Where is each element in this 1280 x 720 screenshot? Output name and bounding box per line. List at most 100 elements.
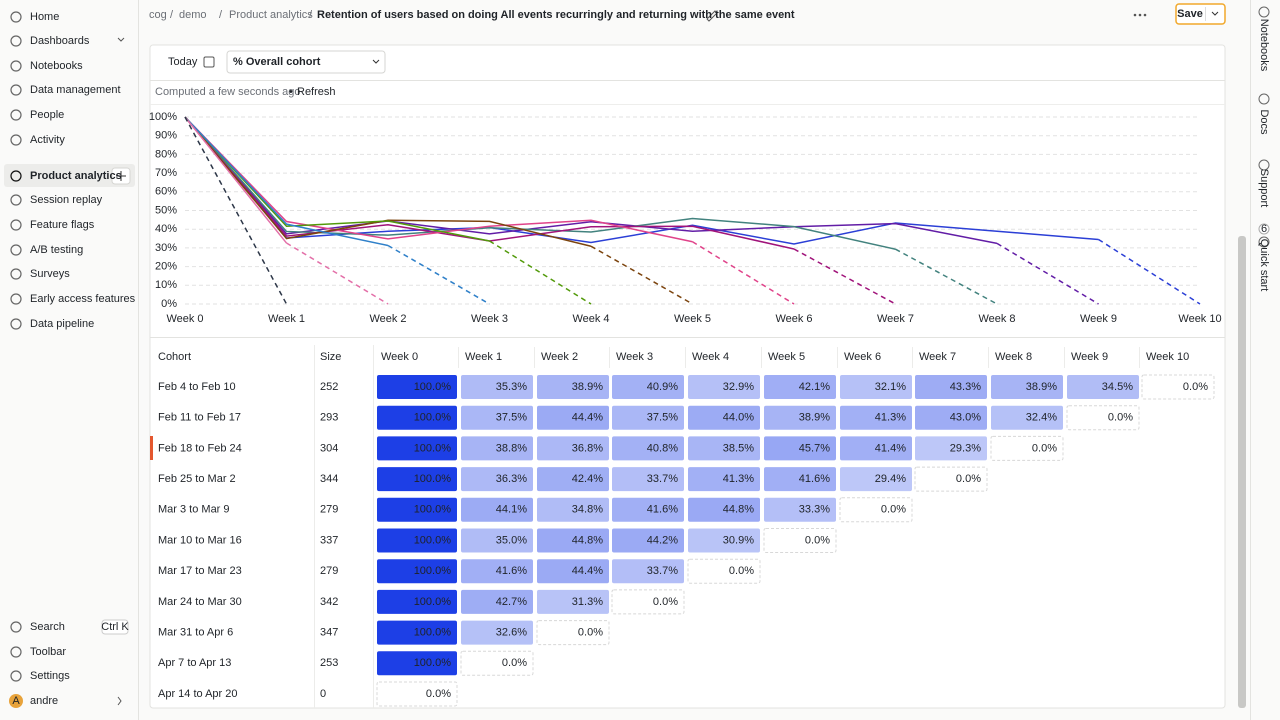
nav-item[interactable]: A/B testing <box>30 244 83 256</box>
rail-item[interactable]: Docs <box>1258 109 1270 135</box>
series-line <box>184 116 693 243</box>
rail-badge-bg <box>1258 223 1270 235</box>
series-line-projected <box>387 244 490 305</box>
save-button[interactable] <box>1175 3 1226 25</box>
series-line-projected <box>996 242 1099 305</box>
nav-item[interactable]: Dashboards <box>30 35 90 47</box>
series-line-projected <box>590 245 693 305</box>
refresh-link[interactable]: Refresh <box>297 86 336 98</box>
nav-icon <box>10 194 22 206</box>
retention-cell <box>377 559 457 584</box>
user-name[interactable]: andre <box>30 695 58 707</box>
retention-value: 0.0% <box>1183 381 1208 393</box>
rail-icon <box>1258 236 1270 248</box>
nav-item[interactable]: People <box>30 109 64 121</box>
retention-value: 100.0% <box>414 565 452 577</box>
more-menu[interactable] <box>1133 13 1147 17</box>
row-highlight <box>150 436 153 460</box>
cohort-size: 337 <box>320 534 338 546</box>
table-header: Size <box>320 351 341 363</box>
dashboards-chevron[interactable] <box>117 37 125 42</box>
breadcrumb-item[interactable]: demo <box>179 9 207 21</box>
x-tick-label: Week 1 <box>268 313 305 325</box>
select-chevron <box>372 59 380 64</box>
rail-item[interactable]: Support <box>1258 169 1270 208</box>
retention-cell <box>840 405 912 430</box>
retention-cell <box>611 589 685 615</box>
save-menu[interactable] <box>1211 11 1219 16</box>
nav-item[interactable]: Notebooks <box>30 60 83 72</box>
nav-item[interactable]: Product analytics <box>30 170 122 182</box>
edit-icon[interactable] <box>706 10 718 22</box>
nav-item[interactable]: Activity <box>30 134 65 146</box>
nav-icon <box>10 11 22 23</box>
cohort-size: 293 <box>320 412 338 424</box>
nav-icon <box>10 646 22 658</box>
rail-item[interactable]: Notebooks <box>1258 19 1270 72</box>
retention-cell <box>915 436 987 461</box>
nav-item[interactable]: Feature flags <box>30 219 95 231</box>
nav-item[interactable]: Settings <box>30 670 70 682</box>
retention-cell <box>688 405 760 430</box>
retention-value: 32.9% <box>723 381 754 393</box>
retention-value: 0.0% <box>1032 442 1057 454</box>
series-line <box>184 116 998 245</box>
scrollbar[interactable] <box>1238 236 1246 708</box>
table-header: Cohort <box>158 351 191 363</box>
retention-value: 100.0% <box>414 627 452 639</box>
breadcrumb-item[interactable]: cog <box>149 9 167 21</box>
x-tick-label: Week 8 <box>978 313 1015 325</box>
series-line-projected <box>793 248 896 305</box>
nav-item[interactable]: Session replay <box>30 194 103 206</box>
sidebar-bg <box>0 0 138 720</box>
date-filter[interactable]: Today <box>168 56 198 68</box>
nav-item[interactable]: Toolbar <box>30 646 66 658</box>
user-chevron[interactable] <box>117 696 122 706</box>
nav-item[interactable]: Surveys <box>30 268 70 280</box>
rail-item[interactable]: Quick start <box>1258 239 1270 292</box>
cohort-label: Feb 25 to Mar 2 <box>158 473 236 485</box>
retention-value: 32.4% <box>1026 412 1057 424</box>
cohort-label: Mar 31 to Apr 6 <box>158 627 233 639</box>
rail-icon <box>1258 93 1270 105</box>
save-label[interactable]: Save <box>1177 8 1203 20</box>
retention-value: 0.0% <box>956 473 981 485</box>
retention-cell <box>688 497 760 522</box>
retention-value: 35.0% <box>496 534 527 546</box>
nav-item[interactable]: Home <box>30 11 59 23</box>
x-tick-label: Week 7 <box>877 313 914 325</box>
nav-item[interactable]: Data management <box>30 84 121 96</box>
nav-item[interactable]: Data pipeline <box>30 318 94 330</box>
nav-item[interactable]: Search <box>30 621 65 633</box>
retention-cell <box>461 528 533 553</box>
rail-badge: 6 <box>1261 223 1267 235</box>
calendar-icon[interactable] <box>203 56 215 68</box>
retention-value: 29.4% <box>875 473 906 485</box>
nav-icon <box>10 670 22 682</box>
mode-select-label[interactable]: % Overall cohort <box>233 56 321 68</box>
table-header: Week 7 <box>919 351 956 363</box>
breadcrumb-item: Retention of users based on doing All ev… <box>317 9 795 21</box>
nav-icon <box>10 109 22 121</box>
retention-value: 36.8% <box>572 442 603 454</box>
retention-value: 0.0% <box>729 565 754 577</box>
y-tick-label: 90% <box>155 130 177 142</box>
retention-cell <box>461 620 533 645</box>
retention-cell <box>460 650 534 676</box>
retention-cell <box>914 466 988 492</box>
retention-cell <box>1141 374 1215 400</box>
breadcrumb-item[interactable]: Product analytics <box>229 9 313 21</box>
series-line-projected <box>895 248 998 305</box>
table-header: Week 9 <box>1071 351 1108 363</box>
cohort-label: Mar 17 to Mar 23 <box>158 565 242 577</box>
nav-item[interactable]: Early access features <box>30 293 136 305</box>
mode-select[interactable] <box>226 50 386 74</box>
plus-icon <box>116 171 126 181</box>
retention-cell <box>915 405 987 430</box>
shortcut-key <box>101 619 129 635</box>
x-tick-label: Week 2 <box>369 313 406 325</box>
nav-icon <box>10 268 22 280</box>
cohort-size: 347 <box>320 627 338 639</box>
